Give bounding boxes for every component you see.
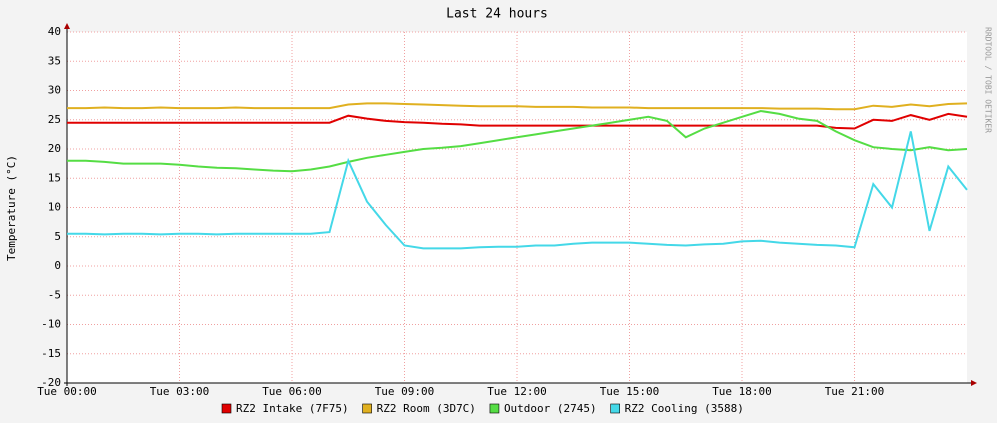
chart-title: Last 24 hours bbox=[446, 7, 548, 22]
legend-label: RZ2 Room (3D7C) bbox=[377, 402, 476, 415]
x-tick-label: Tue 09:00 bbox=[375, 385, 435, 398]
x-tick-label: Tue 06:00 bbox=[262, 385, 322, 398]
legend-label: RZ2 Intake (7F75) bbox=[236, 402, 349, 415]
y-tick-label: 40 bbox=[48, 25, 61, 38]
legend-swatch bbox=[489, 403, 500, 414]
legend-item: Outdoor (2745) bbox=[489, 402, 597, 415]
series-line bbox=[67, 109, 968, 173]
axis-arrow bbox=[971, 380, 977, 386]
y-tick-label: 15 bbox=[48, 171, 61, 184]
x-tick-label: Tue 15:00 bbox=[600, 385, 660, 398]
series-line bbox=[67, 131, 968, 250]
y-tick-label: 10 bbox=[48, 201, 61, 214]
legend-item: RZ2 Intake (7F75) bbox=[221, 402, 349, 415]
legend-label: Outdoor (2745) bbox=[504, 402, 597, 415]
legend-swatch bbox=[610, 403, 620, 414]
y-tick-label: 35 bbox=[48, 54, 61, 67]
side-note: RRDTOOL / TOBI OETIKER bbox=[984, 27, 993, 133]
y-tick-label: -10 bbox=[41, 318, 61, 331]
axis-arrow bbox=[64, 23, 70, 29]
legend-item: RZ2 Cooling (3588) bbox=[610, 402, 744, 415]
x-tick-label: Tue 00:00 bbox=[37, 385, 97, 398]
x-tick-label: Tue 18:00 bbox=[712, 385, 772, 398]
x-tick-label: Tue 03:00 bbox=[150, 385, 210, 398]
x-tick-label: Tue 12:00 bbox=[487, 385, 547, 398]
y-tick-label: 25 bbox=[48, 113, 61, 126]
legend-label: RZ2 Cooling (3588) bbox=[625, 402, 744, 415]
y-tick-label: 20 bbox=[48, 142, 61, 155]
legend-swatch bbox=[362, 403, 372, 414]
y-tick-label: -5 bbox=[48, 288, 61, 301]
y-tick-label: 5 bbox=[54, 230, 61, 243]
x-tick-label: Tue 21:00 bbox=[825, 385, 885, 398]
series-line bbox=[67, 112, 968, 130]
y-tick-label: -20 bbox=[41, 376, 61, 389]
y-tick-label: 30 bbox=[48, 84, 61, 97]
series-line bbox=[67, 102, 968, 111]
y-tick-label: -15 bbox=[41, 347, 61, 360]
legend-item: RZ2 Room (3D7C) bbox=[362, 402, 476, 415]
y-tick-label: 0 bbox=[54, 259, 61, 272]
legend-swatch bbox=[221, 403, 232, 414]
y-axis-label: Temperature (°C) bbox=[5, 155, 18, 261]
